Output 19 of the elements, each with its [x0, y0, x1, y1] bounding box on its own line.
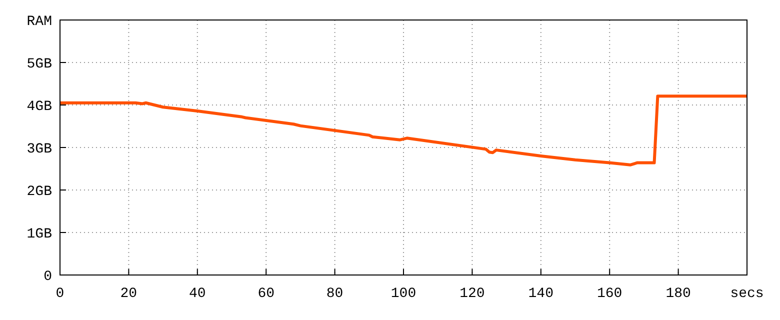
x-tick-label: 60	[258, 286, 275, 302]
y-tick-label: 2GB	[26, 184, 52, 200]
y-tick-label: 5GB	[26, 56, 52, 72]
x-tick-label: 80	[326, 286, 344, 302]
y-axis-title: RAM	[26, 14, 52, 30]
x-tick-label: 140	[528, 286, 554, 302]
x-tick-label: 20	[120, 286, 138, 302]
x-tick-label: 40	[188, 286, 206, 302]
y-tick-label: 4GB	[26, 99, 52, 115]
x-tick-label: 0	[56, 286, 64, 302]
x-tick-label: 160	[596, 286, 622, 302]
x-tick-label: 180	[666, 286, 691, 302]
x-axis-title: secs	[730, 286, 764, 302]
y-tick-label: 0	[44, 269, 52, 285]
y-tick-label: 1GB	[26, 226, 52, 242]
y-tick-label: 3GB	[26, 142, 52, 158]
line-series	[58, 94, 748, 166]
x-tick-label: 120	[460, 286, 485, 302]
x-tick-label: 100	[390, 286, 416, 302]
